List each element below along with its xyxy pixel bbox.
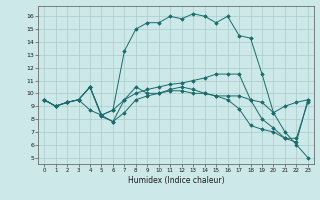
- X-axis label: Humidex (Indice chaleur): Humidex (Indice chaleur): [128, 176, 224, 185]
